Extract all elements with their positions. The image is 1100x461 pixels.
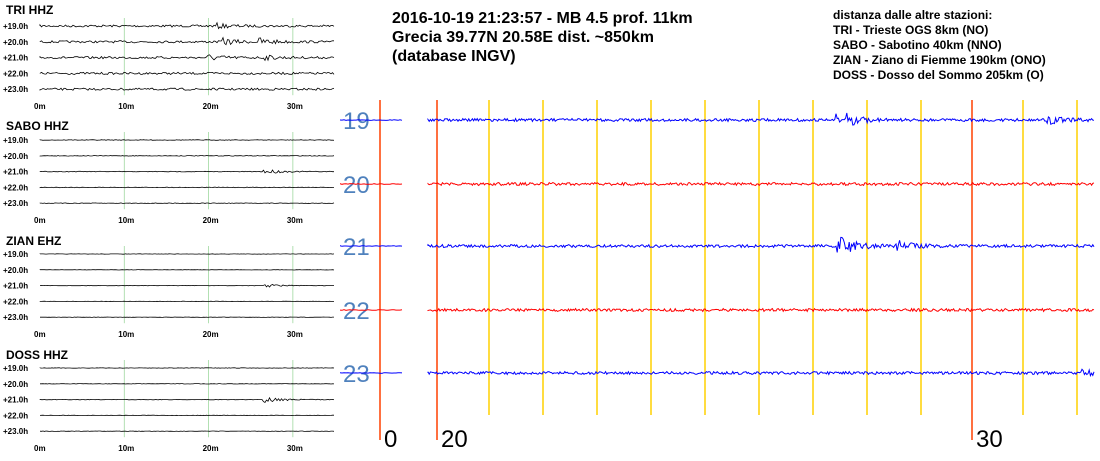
x-tick-label: 0m [34,216,46,225]
row-label: +20.0h [3,152,28,161]
row-label: +20.0h [3,38,28,47]
trace [39,54,335,62]
event-line-2: Grecia 39.77N 20.58E dist. ~850km [392,29,654,46]
panel-zian: ZIAN EHZ +19.0h +20.0h +21.0h +22.0h +23.0h 0… [0,228,340,341]
trace [39,186,334,189]
mini-chart-tri: +19.0h +20.0h +21.0h +22.0h +23.0h 0m 10m 20m 30… [3,18,335,111]
panel-tri: TRI HHZ +19.0h +20.0h +21.0h +22.0h +23.0h 0m… [0,0,340,113]
station-title: ZIAN EHZ [6,234,62,248]
station-title: SABO HHZ [6,119,69,133]
x-tick-label: 0m [34,102,46,111]
row-label: +20.0h [3,266,28,275]
distance-item: DOSS - Dosso del Sommo 205km (O) [833,68,1044,82]
row-label: +19.0h [3,136,28,145]
distances-title: distanza dalle altre stazioni: [833,8,993,22]
x-tick-label: 10m [118,330,134,339]
x-tick-label: 0m [34,444,46,453]
station-title: DOSS HHZ [6,348,69,362]
trace [39,21,335,30]
x-tick-label: 20m [203,102,219,111]
x-tick-label: 0 [384,426,397,453]
row-label: +23.0h [3,427,28,436]
mini-chart-doss: +19.0h +20.0h +21.0h +22.0h +23.0h 0m 10m 20m 30… [3,360,335,453]
trace [39,155,335,157]
row-label: +21.0h [3,396,28,405]
distances-box: distanza dalle altre stazioni: TRI - Tri… [833,8,1046,83]
row-label: +20.0h [3,380,28,389]
trace [39,71,335,76]
row-label: +22.0h [3,297,28,306]
x-tick-label: 20m [203,330,219,339]
row-label: +23.0h [3,313,28,322]
trace [427,181,1095,187]
hour-label: 19 [343,108,370,135]
trace [427,307,1095,313]
trace-stub [340,183,403,185]
event-header: 2016-10-19 21:23:57 - MB 4.5 prof. 11km … [392,9,693,66]
x-tick-label: 0m [34,330,46,339]
trace [39,36,334,46]
x-tick-label: 30m [287,102,303,111]
row-label: +19.0h [3,250,28,259]
trace [39,202,335,204]
trace [39,396,335,404]
event-line-1: 2016-10-19 21:23:57 - MB 4.5 prof. 11km [392,10,693,27]
hour-label: 21 [343,234,370,261]
hour-label: 20 [343,172,370,199]
row-label: +21.0h [3,54,28,63]
x-tick-label: 20m [203,216,219,225]
row-label: +19.0h [3,22,28,31]
row-label: +21.0h [3,168,28,177]
trace [39,87,335,91]
mini-chart-sabo: +19.0h +20.0h +21.0h +22.0h +23.0h 0m 10m 20m 30… [3,132,335,225]
row-label: +23.0h [3,85,28,94]
distance-item: TRI - Trieste OGS 8km (NO) [833,23,989,37]
trace [39,169,334,174]
trace [427,368,1095,378]
trace-stub [340,245,403,247]
mini-chart-zian: +19.0h +20.0h +21.0h +22.0h +23.0h 0m 10m 20m 30… [3,246,335,339]
hour-label: 23 [343,361,370,388]
x-tick-label: 10m [118,444,134,453]
x-tick-label: 20m [203,444,219,453]
row-label: +22.0h [3,69,28,78]
x-tick-label: 30m [287,330,303,339]
row-label: +23.0h [3,199,28,208]
row-label: +22.0h [3,411,28,420]
x-tick-label: 10m [118,102,134,111]
trace [427,112,1095,126]
x-tick-label: 30m [287,444,303,453]
trace [39,284,335,288]
x-tick-label: 30m [287,216,303,225]
event-line-3: (database INGV) [392,48,516,65]
x-tick-label: 10m [118,216,134,225]
row-label: +22.0h [3,183,28,192]
trace-stub [340,372,403,374]
x-tick-label: 20 [441,426,468,453]
trace-stub [340,309,403,311]
panel-doss: DOSS HHZ +19.0h +20.0h +21.0h +22.0h +23.0h 0… [0,342,340,455]
trace [39,139,335,141]
distance-item: ZIAN - Ziano di Fiemme 190km (ONO) [833,53,1046,67]
distance-item: SABO - Sabotino 40km (NNO) [833,38,1002,52]
main-helicorder: 19 20 21 22 23 0 20 30 [340,100,1095,453]
row-label: +21.0h [3,282,28,291]
x-tick-label: 30 [976,426,1003,453]
row-label: +19.0h [3,364,28,373]
panel-sabo: SABO HHZ +19.0h +20.0h +21.0h +22.0h +23.0h 0… [0,114,340,227]
trace [427,236,1095,253]
trace-stub [340,119,403,121]
hour-label: 22 [343,298,370,325]
station-title: TRI HHZ [6,3,54,17]
